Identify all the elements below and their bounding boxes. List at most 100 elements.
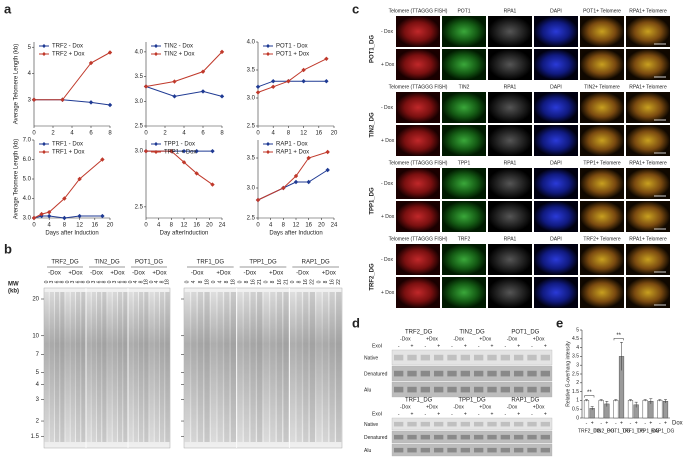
lane-label: 18	[204, 279, 210, 285]
gel-band	[540, 447, 550, 453]
x-tick-label: 12	[76, 223, 83, 229]
panel-label: d	[352, 315, 360, 330]
micrograph	[442, 201, 486, 232]
condition-label: +Dox	[269, 271, 283, 277]
error-bar	[620, 342, 624, 371]
gel-lane	[149, 292, 154, 442]
exo-sign: -	[504, 411, 506, 417]
exo-sign: +	[411, 343, 414, 349]
group-label: POT1_DG	[135, 260, 163, 266]
gel-lane	[128, 292, 133, 442]
gel-lane	[197, 292, 204, 442]
panel-label: b	[4, 241, 12, 256]
gel-band	[394, 354, 404, 361]
x-tick-label: 12	[181, 223, 188, 229]
y-tick-label: 1.5	[572, 389, 579, 395]
gel-strip	[391, 349, 553, 366]
x-tick-label: RAP1_DG	[651, 428, 674, 434]
series-line	[34, 99, 111, 106]
gel-lane	[237, 292, 243, 442]
gel-lane	[144, 292, 149, 442]
y-tick-label: 5.0	[23, 177, 32, 183]
ladder-label: 4	[36, 382, 40, 388]
series-line	[146, 150, 213, 185]
gel-strip	[391, 365, 553, 382]
condition-label: +Dox	[479, 336, 491, 342]
x-tick-label: 0	[144, 223, 148, 229]
x-axis-title: Day afterInduction	[160, 231, 209, 237]
micrograph	[442, 125, 486, 156]
row-label: Alu	[364, 448, 371, 454]
column-header: RPA1	[504, 160, 517, 166]
legend-label: RAP1 + Dox	[276, 150, 309, 156]
ladder-label: 5	[36, 370, 40, 376]
lane-label: 8	[270, 280, 276, 283]
lane-label: 16	[329, 279, 335, 285]
gel-band	[514, 434, 524, 440]
condition-label: +Dox	[533, 336, 545, 342]
micrograph	[626, 49, 670, 80]
micrograph	[534, 92, 578, 123]
gel-lane	[76, 292, 81, 442]
lane-label: 6	[75, 280, 81, 283]
gel-lane	[60, 292, 65, 442]
micrograph	[534, 168, 578, 199]
bar	[627, 400, 634, 419]
row-group-label: TPP1_DG	[370, 187, 376, 215]
gel-strip	[391, 443, 553, 457]
data-point	[324, 56, 329, 61]
gel-lane	[263, 292, 269, 442]
y-tick-label: 0	[576, 415, 579, 421]
x-tick-label: 12	[293, 223, 300, 229]
gel-lane	[191, 292, 197, 442]
ladder-label: 1.5	[31, 434, 40, 440]
gel-lane	[86, 292, 91, 442]
condition-label: +Dox	[216, 271, 230, 277]
y-tick-label: 3.5	[135, 74, 144, 80]
x-tick-label: 0	[32, 131, 36, 137]
lane-label: 3	[49, 280, 55, 283]
series-sign: +	[591, 420, 594, 426]
micrograph	[396, 244, 440, 275]
ladder-label: 10	[32, 333, 39, 339]
data-point	[306, 179, 311, 185]
gel-lane	[112, 292, 117, 442]
gel-band	[460, 447, 470, 453]
bar	[642, 400, 648, 419]
condition-label: -Dox	[243, 271, 256, 277]
series-line	[145, 51, 223, 87]
condition-label: +Dox	[533, 404, 545, 410]
lane-label: 0	[44, 280, 50, 283]
exo-sign: -	[398, 343, 400, 349]
series-sign: +	[664, 420, 667, 426]
x-tick-label: 0	[32, 223, 36, 229]
row-label: - Dox	[381, 105, 393, 111]
enzyme-label: ExoI	[372, 411, 382, 417]
x-tick-label: 20	[107, 223, 114, 229]
exo-sign: -	[451, 343, 453, 349]
x-tick-label: 8	[287, 131, 291, 137]
gel-band	[527, 370, 537, 377]
micrograph	[396, 92, 440, 123]
lane-label: 8	[102, 280, 108, 283]
gel-strip	[391, 430, 553, 444]
y-tick-label: 3.5	[247, 156, 256, 162]
condition-label: -Dox	[507, 336, 518, 342]
x-tick-label: 16	[91, 223, 98, 229]
row-label: - Dox	[381, 29, 393, 35]
gel-band	[527, 447, 537, 453]
x-tick-label: 20	[206, 223, 213, 229]
exo-sign: +	[464, 411, 467, 417]
data-point	[62, 196, 67, 201]
micrograph	[396, 16, 440, 47]
legend-marker	[154, 52, 158, 56]
micrograph	[580, 16, 624, 47]
bar	[657, 400, 663, 419]
y-axis-title: Relative G-overhang intensity	[565, 341, 571, 407]
micrograph	[442, 92, 486, 123]
gel-band	[447, 434, 457, 440]
data-point	[88, 60, 94, 66]
column-header: DAPI	[550, 236, 562, 242]
legend-label: TRF1 - Dox	[52, 142, 83, 148]
gel-lane	[70, 292, 75, 442]
